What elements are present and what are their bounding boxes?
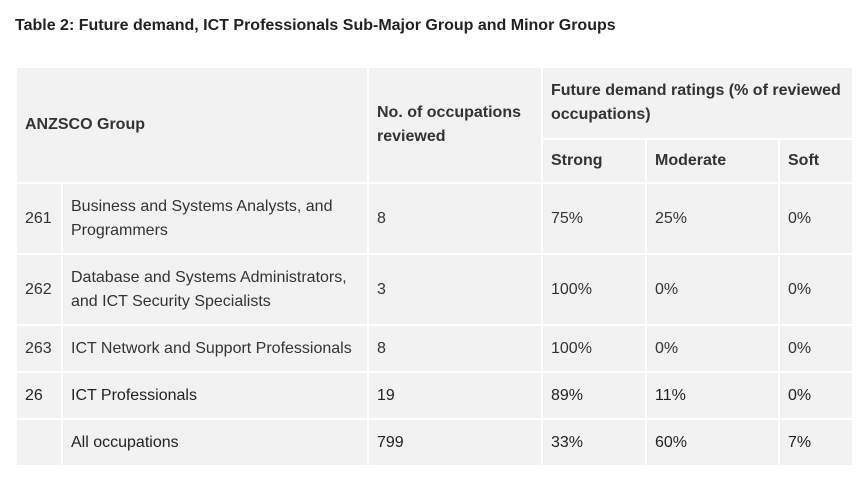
table-row: 261 Business and Systems Analysts, and P… xyxy=(15,182,854,255)
group-name: Business and Systems Analysts, and Progr… xyxy=(61,182,369,255)
table-row-total: All occupations 799 33% 60% 7% xyxy=(15,418,854,467)
strong-pct: 100% xyxy=(541,253,647,326)
table-row: 262 Database and Systems Administrators,… xyxy=(15,253,854,326)
group-name: Database and Systems Administrators, and… xyxy=(61,253,369,326)
strong-pct: 89% xyxy=(541,371,647,420)
group-code: 26 xyxy=(15,371,63,420)
strong-pct: 33% xyxy=(541,418,647,467)
group-name: All occupations xyxy=(61,418,369,467)
header-row-top: ANZSCO Group No. of occupations reviewed… xyxy=(15,66,854,184)
group-code xyxy=(15,418,63,467)
group-code: 261 xyxy=(15,182,63,255)
occupations-reviewed: 799 xyxy=(367,418,543,467)
header-moderate: Moderate xyxy=(645,138,780,184)
group-code: 263 xyxy=(15,324,63,373)
strong-pct: 75% xyxy=(541,182,647,255)
group-name: ICT Professionals xyxy=(61,371,369,420)
future-demand-table: ANZSCO Group No. of occupations reviewed… xyxy=(15,66,854,467)
moderate-pct: 0% xyxy=(645,253,780,326)
table-row-subtotal: 26 ICT Professionals 19 89% 11% 0% xyxy=(15,371,854,420)
soft-pct: 0% xyxy=(778,324,854,373)
moderate-pct: 25% xyxy=(645,182,780,255)
header-strong: Strong xyxy=(541,138,647,184)
moderate-pct: 60% xyxy=(645,418,780,467)
soft-pct: 0% xyxy=(778,253,854,326)
moderate-pct: 0% xyxy=(645,324,780,373)
occupations-reviewed: 8 xyxy=(367,182,543,255)
header-row-bottom: Strong Moderate Soft xyxy=(16,138,854,184)
header-demand-ratings: Future demand ratings (% of reviewed occ… xyxy=(541,66,854,140)
header-soft: Soft xyxy=(778,138,854,184)
occupations-reviewed: 3 xyxy=(367,253,543,326)
moderate-pct: 11% xyxy=(645,371,780,420)
header-anzsco-group: ANZSCO Group xyxy=(15,66,369,184)
table-row: 263 ICT Network and Support Professional… xyxy=(15,324,854,373)
table-caption: Table 2: Future demand, ICT Professional… xyxy=(15,17,616,34)
occupations-reviewed: 19 xyxy=(367,371,543,420)
soft-pct: 7% xyxy=(778,418,854,467)
header-occupations-reviewed: No. of occupations reviewed xyxy=(367,66,543,184)
occupations-reviewed: 8 xyxy=(367,324,543,373)
strong-pct: 100% xyxy=(541,324,647,373)
soft-pct: 0% xyxy=(778,182,854,255)
group-code: 262 xyxy=(15,253,63,326)
group-name: ICT Network and Support Professionals xyxy=(61,324,369,373)
soft-pct: 0% xyxy=(778,371,854,420)
